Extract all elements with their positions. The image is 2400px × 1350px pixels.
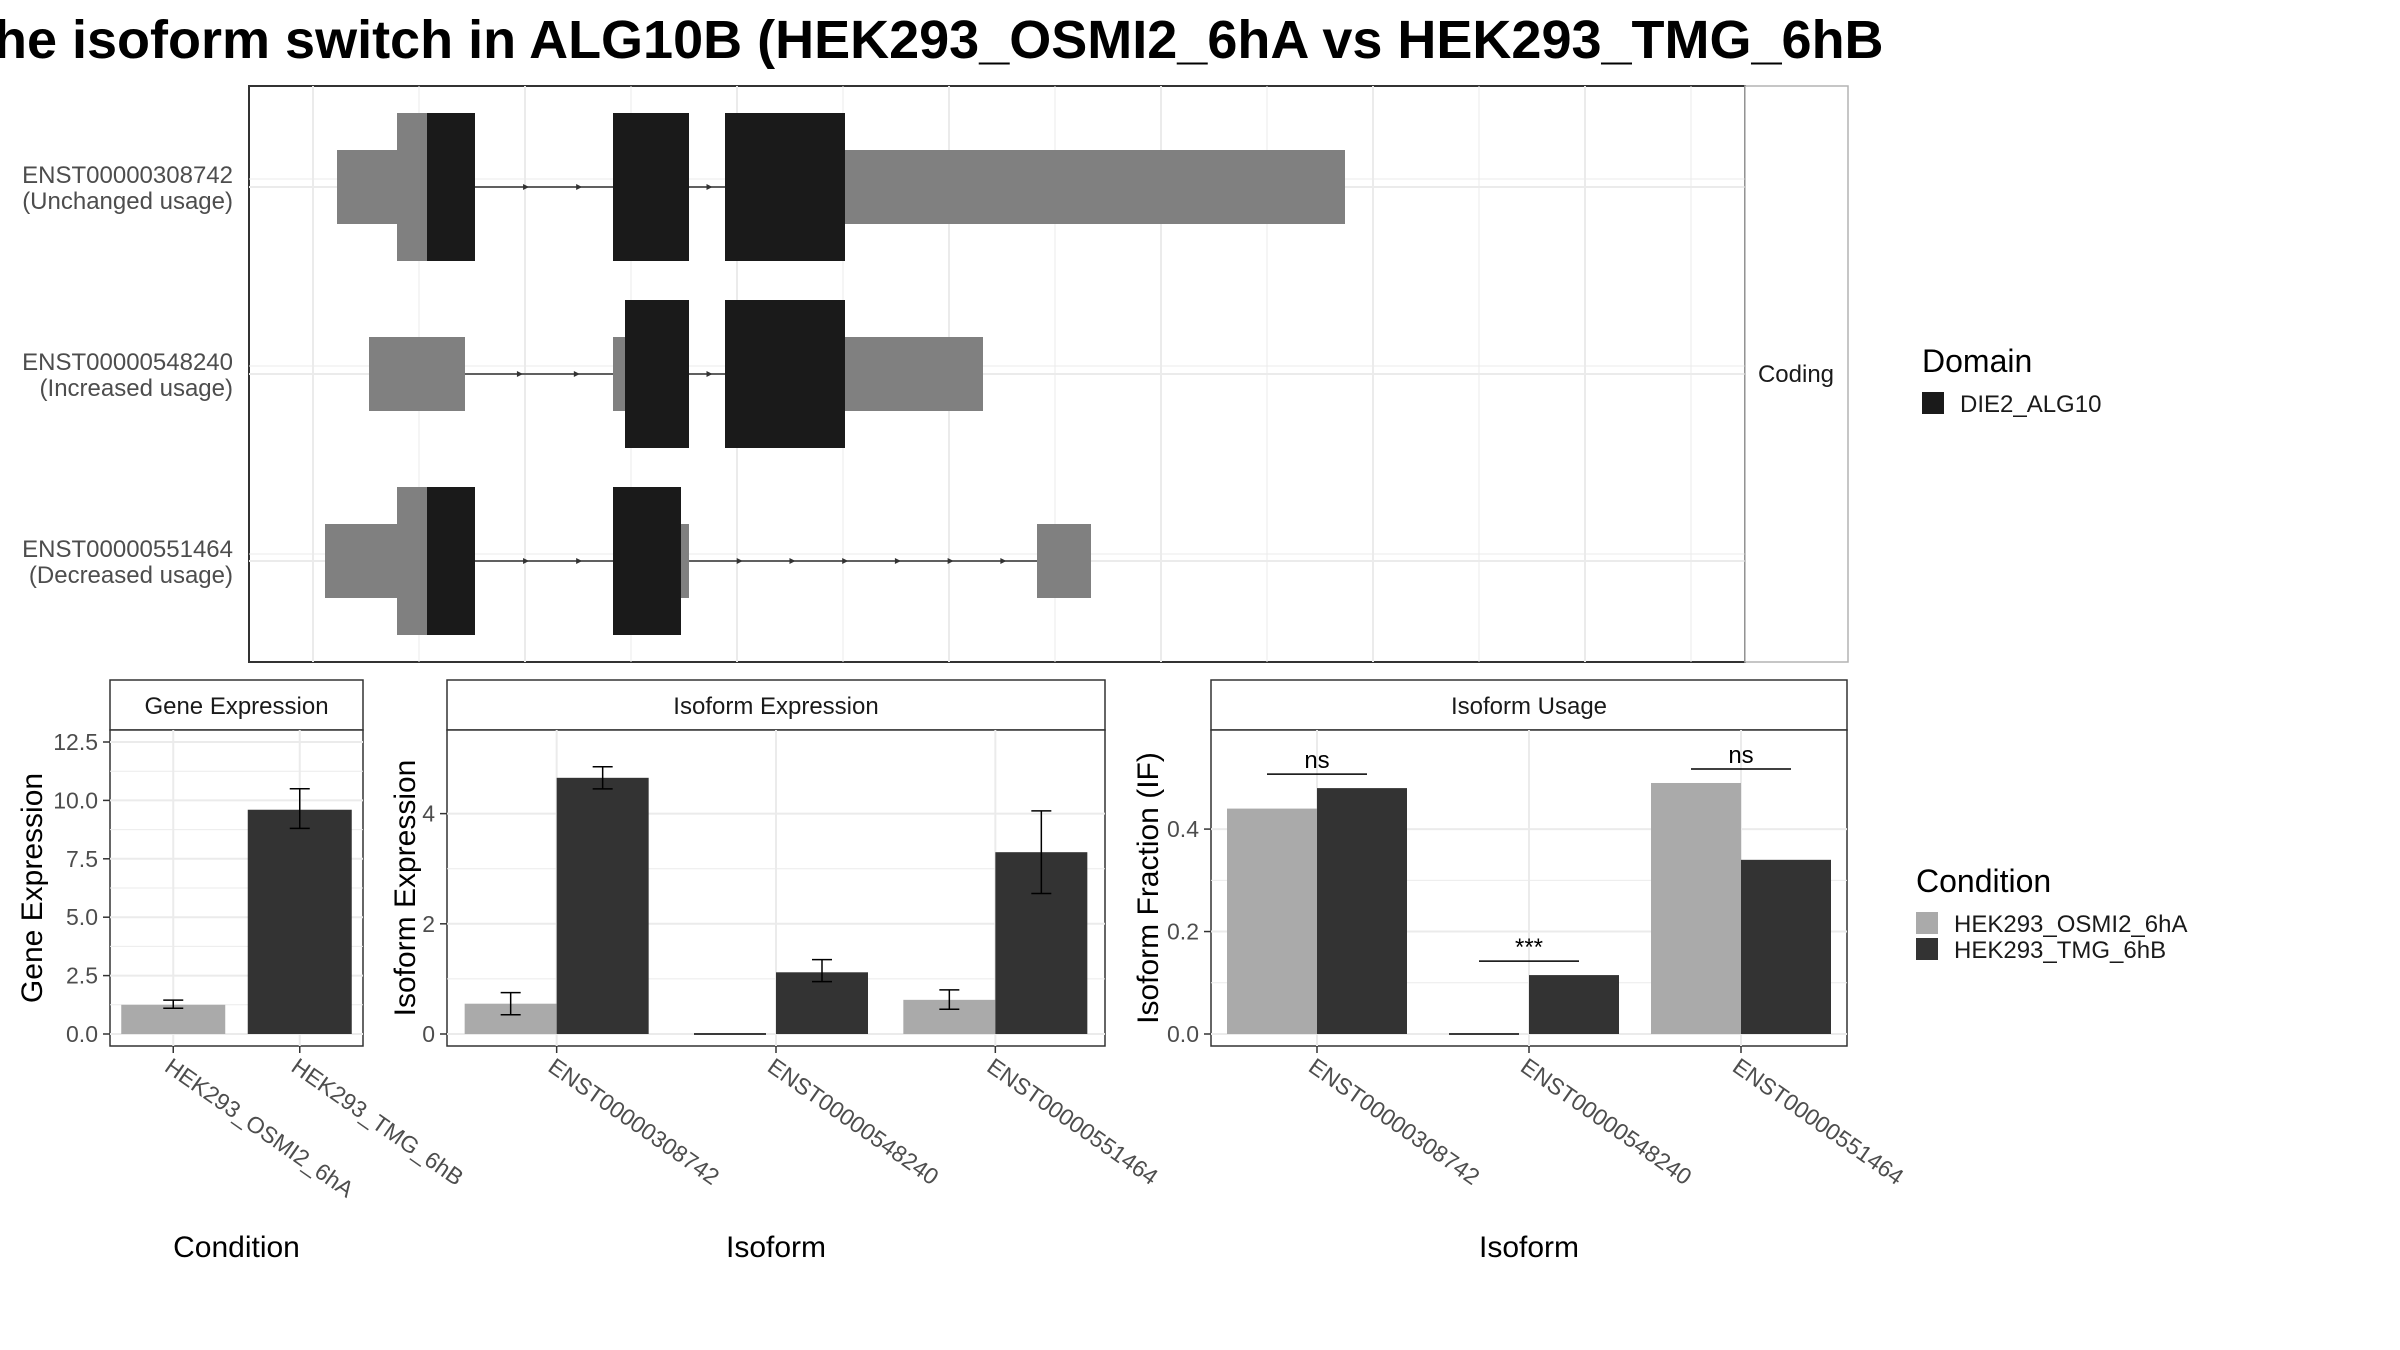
intron-arrow [842,558,849,564]
intron-arrow [573,371,580,377]
exon-utr [613,337,625,411]
panel-strip [1210,679,1848,731]
y-tick-label: 12.5 [53,729,98,755]
x-tick-label: ENST00000308742 [544,1053,724,1190]
significance-label: ns [1304,747,1329,774]
x-tick-label: ENST00000308742 [1304,1053,1484,1190]
intron-arrow [736,558,743,564]
domain-block [427,113,475,261]
condition-legend: Condition HEK293_OSMI2_6hA HEK293_TMG_6h… [1916,863,2187,964]
x-tick-label: ENST00000551464 [1728,1053,1909,1190]
structure-marks [325,113,1345,635]
intron-arrow [894,558,901,564]
y-tick-label: 10.0 [53,787,98,813]
y-tick-label: 0.0 [1167,1021,1199,1047]
domain-legend-title: Domain [1922,343,2032,379]
exon-utr [1037,524,1047,598]
y-tick-label: 0.4 [1167,816,1199,842]
x-axis-label: Condition [173,1231,300,1264]
intron-arrow [789,558,796,564]
bar-panels: Gene Expression0.02.55.07.510.012.5Gene … [16,679,1909,1264]
intron-arrow [523,184,530,190]
panel-strip [109,679,364,731]
y-tick-label: 0.0 [66,1021,98,1047]
intron-arrow [706,184,713,190]
significance-label: *** [1515,934,1543,961]
significance-label: ns [1728,742,1753,769]
bar [1741,859,1831,1034]
domain-block [613,113,689,261]
y-tick-label: 5.0 [66,904,98,930]
bar [247,809,352,1034]
y-tick-label: 2.5 [66,963,98,989]
x-axis-label: Isoform [1479,1231,1579,1264]
panel-strip-title: Gene Expression [144,693,328,720]
structure-strip [1744,85,1849,663]
domain-legend-label: DIE2_ALG10 [1960,391,2101,418]
intron-arrow [706,371,713,377]
x-tick-label: ENST00000548240 [763,1053,943,1190]
x-tick-label: ENST00000548240 [1516,1053,1696,1190]
structure-labels: ENST00000308742(Unchanged usage) ENST0000… [22,162,233,589]
exon-utr [369,337,465,411]
exon-utr [1047,524,1091,598]
exon-utr [681,524,689,598]
condition-legend-label-b: HEK293_TMG_6hB [1954,937,2166,964]
isoform-usage-label: (Unchanged usage) [22,188,233,215]
y-axis-label: Isoform Expression [389,760,422,1017]
y-tick-label: 0.2 [1167,919,1199,945]
domain-legend-key [1922,392,1944,414]
exon-cds [397,487,427,635]
domain-block [725,113,845,261]
bar [1317,788,1407,1034]
chart-title: he isoform switch in ALG10B (HEK293_OSMI… [0,10,1884,70]
domain-legend: Domain DIE2_ALG10 [1922,343,2101,418]
isoform-usage-label: (Decreased usage) [29,562,233,589]
intron-arrow [576,558,583,564]
y-axis-label: Gene Expression [16,773,49,1003]
condition-legend-title: Condition [1916,863,2051,899]
y-axis-label: Isoform Fraction (IF) [1132,752,1165,1024]
domain-block [427,487,475,635]
isoform-label: ENST00000308742 [22,162,233,189]
exon-utr [337,150,397,224]
y-tick-label: 2 [422,911,435,937]
y-tick-label: 7.5 [66,846,98,872]
structure-strip-label: Coding [1758,361,1834,388]
condition-legend-label-a: HEK293_OSMI2_6hA [1954,911,2187,938]
isoform-label: ENST00000551464 [22,536,233,563]
domain-block [725,300,845,448]
y-tick-label: 4 [422,801,435,827]
bar [1651,782,1741,1034]
isoform-label: ENST00000548240 [22,349,233,376]
panel-strip-title: Isoform Expression [673,693,878,720]
condition-legend-key-b [1916,938,1938,960]
intron-arrow [947,558,954,564]
x-tick-label: ENST00000551464 [982,1053,1163,1190]
exon-utr [845,337,893,411]
exon-utr [325,524,397,598]
structure-panel: Coding ENST00000308742(Unchanged usage)E… [22,85,1849,663]
x-axis-label: Isoform [726,1231,826,1264]
intron-arrow [576,184,583,190]
intron-arrow [516,371,523,377]
bar [556,777,649,1034]
intron-arrow [1000,558,1007,564]
y-tick-label: 0 [422,1021,435,1047]
bar [1529,975,1619,1034]
bar [121,1004,226,1034]
exon-utr [773,150,1345,224]
exon-utr [893,337,983,411]
condition-legend-key-a [1916,912,1938,934]
panel-strip-title: Isoform Usage [1451,693,1607,720]
intron-arrow [523,558,530,564]
bar [776,972,868,1034]
isoform-usage-label: (Increased usage) [40,375,233,402]
domain-block [625,300,689,448]
domain-block [613,487,681,635]
bar [1227,808,1317,1034]
